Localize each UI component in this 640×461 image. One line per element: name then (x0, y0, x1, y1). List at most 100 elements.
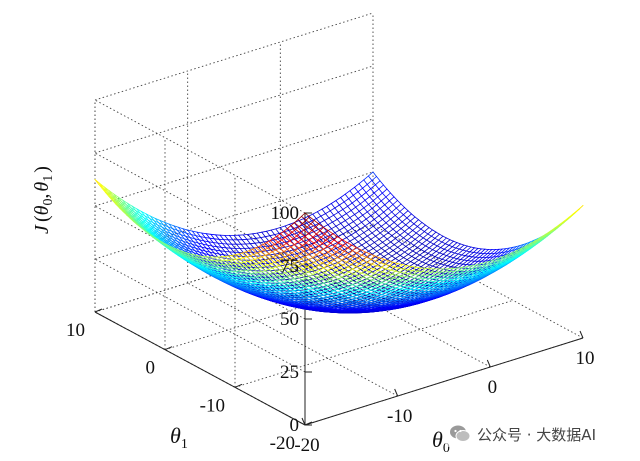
surface-mesh-line (433, 243, 438, 247)
surface-mesh-line (378, 184, 384, 190)
surface-mesh-line (406, 239, 411, 244)
surface-mesh-line (217, 242, 222, 248)
surface-mesh-line (168, 223, 174, 230)
surface-mesh-line (370, 211, 376, 217)
surface-mesh-line (436, 272, 443, 277)
surface-mesh-line (384, 200, 390, 206)
surface-mesh-line (191, 243, 197, 249)
surface-mesh-line (325, 213, 330, 219)
surface-mesh-line (371, 250, 378, 255)
surface-mesh-line (288, 268, 293, 273)
surface-mesh-line (292, 281, 298, 286)
surface-mesh-line (281, 241, 287, 244)
surface-mesh-line (462, 245, 468, 251)
surface-mesh-line (261, 231, 266, 238)
surface-mesh-line (406, 259, 412, 263)
surface-mesh-line (306, 262, 313, 265)
surface-mesh-line (356, 224, 361, 230)
surface-mesh-line (343, 226, 349, 232)
wall-gridline (94, 171, 374, 260)
surface-mesh-line (536, 236, 542, 241)
surface-mesh-line (422, 256, 428, 259)
surface-mesh-line (404, 227, 410, 232)
surface-mesh-line (391, 252, 398, 257)
surface-mesh-line (213, 252, 219, 258)
surface-mesh-line (219, 250, 225, 256)
surface-mesh-line (325, 288, 330, 292)
surface-mesh-line (375, 273, 380, 277)
surface-mesh-line (430, 231, 437, 237)
surface-mesh-line (342, 233, 347, 239)
surface-mesh-line (382, 258, 388, 263)
surface-mesh-line (399, 211, 404, 216)
surface-mesh-line (122, 211, 127, 216)
surface-mesh-line (327, 293, 334, 295)
surface-mesh-line (209, 237, 214, 243)
surface-mesh-line (377, 244, 382, 249)
surface-mesh-line (190, 246, 196, 252)
surface-mesh-line (387, 228, 394, 234)
surface-mesh-line (335, 200, 340, 206)
surface-mesh-line (486, 249, 493, 255)
surface-mesh-line (310, 226, 315, 233)
surface-mesh-line (357, 218, 363, 223)
surface-mesh-line (430, 235, 436, 239)
surface-mesh-line (202, 243, 207, 249)
surface-mesh-line (338, 201, 345, 206)
surface-mesh-line (267, 262, 272, 268)
surface-mesh-line (334, 229, 340, 234)
surface-mesh-line (404, 251, 409, 255)
surface-mesh-line (385, 218, 392, 224)
surface-mesh-line (550, 227, 556, 232)
surface-mesh-line (347, 205, 352, 211)
surface-mesh-line (436, 241, 443, 247)
surface-mesh-line (238, 251, 243, 257)
surface-mesh-line (286, 235, 292, 241)
surface-mesh-line (426, 254, 432, 259)
surface-mesh-line (264, 235, 271, 238)
surface-mesh-line (335, 222, 342, 227)
surface-mesh-line (219, 250, 226, 252)
surface-mesh-line (411, 252, 417, 257)
surface-mesh-line (436, 262, 442, 265)
surface-mesh-line (205, 247, 212, 250)
surface-mesh-line (337, 233, 344, 237)
surface-mesh-line (496, 252, 502, 257)
surface-mesh-line (186, 232, 192, 235)
surface-mesh-line (438, 257, 443, 260)
surface-mesh-line (376, 176, 381, 182)
surface-mesh-line (403, 257, 408, 261)
surface-mesh-line (379, 204, 386, 209)
surface-mesh-line (392, 200, 398, 205)
surface-mesh-line (361, 221, 366, 227)
surface-mesh-line (379, 250, 386, 255)
surface-mesh-line (394, 211, 401, 216)
surface-mesh-line (291, 254, 297, 260)
surface-mesh-line (346, 257, 351, 262)
surface-mesh-line (196, 231, 201, 238)
surface-mesh-line (382, 215, 388, 220)
surface-mesh-line (194, 238, 199, 244)
surface-mesh-line (375, 211, 380, 217)
surface-mesh-line (415, 252, 421, 256)
surface-mesh-line (256, 231, 263, 234)
surface-mesh-line (386, 272, 393, 277)
surface-mesh-line (188, 239, 193, 245)
surface-mesh-line (448, 260, 453, 263)
surface-mesh-line (423, 231, 429, 235)
surface-mesh-line (187, 242, 193, 245)
y-tick-mark (94, 308, 103, 313)
surface-mesh-line (578, 205, 584, 210)
surface-mesh-line (195, 247, 201, 251)
surface-mesh-line (371, 229, 378, 234)
surface-mesh-line (204, 237, 210, 243)
surface-mesh-line (378, 238, 384, 243)
surface-mesh-line (373, 188, 380, 194)
surface-mesh-line (411, 255, 416, 259)
surface-mesh-line (219, 262, 225, 268)
surface-mesh-line (370, 188, 375, 194)
surface-mesh-line (387, 204, 394, 209)
surface-mesh-line (377, 192, 383, 198)
surface-mesh-line (296, 232, 301, 238)
surface-mesh-line (356, 280, 363, 284)
